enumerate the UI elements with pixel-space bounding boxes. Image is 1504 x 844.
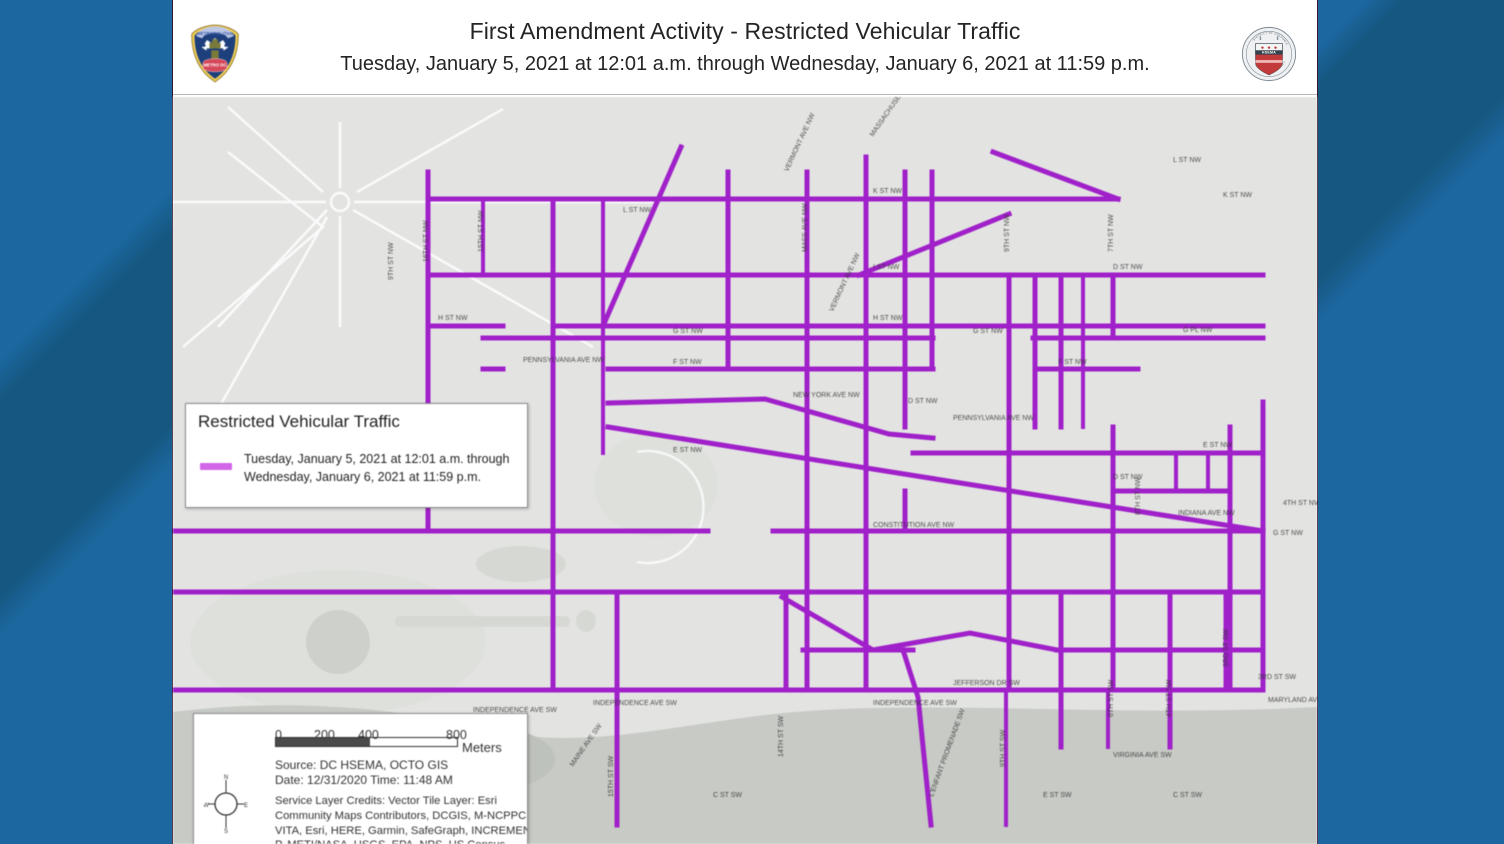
- svg-text:3RD ST SW: 3RD ST SW: [1258, 674, 1296, 681]
- svg-text:N: N: [224, 775, 228, 781]
- svg-text:K ST NW: K ST NW: [1223, 192, 1252, 199]
- svg-text:JEFFERSON DR SW: JEFFERSON DR SW: [953, 680, 1020, 687]
- svg-text:E ST NW: E ST NW: [673, 447, 702, 454]
- svg-text:L ST NW: L ST NW: [1173, 157, 1201, 164]
- svg-text:E: E: [244, 803, 248, 809]
- svg-text:E ST SW: E ST SW: [1043, 792, 1072, 799]
- svg-text:C ST SW: C ST SW: [1173, 792, 1202, 799]
- svg-text:VIRGINIA AVE SW: VIRGINIA AVE SW: [1113, 752, 1172, 759]
- svg-text:INDEPENDENCE AVE SW: INDEPENDENCE AVE SW: [593, 700, 677, 707]
- svg-text:W: W: [204, 803, 209, 809]
- svg-text:INDEPENDENCE AVE SW: INDEPENDENCE AVE SW: [873, 700, 957, 707]
- svg-text:S: S: [224, 829, 228, 834]
- svg-text:4TH ST SW: 4TH ST SW: [1166, 679, 1173, 717]
- svg-text:4TH ST NW: 4TH ST NW: [1283, 500, 1317, 507]
- svg-text:16TH ST NW: 16TH ST NW: [423, 220, 430, 262]
- svg-text:D ST NW: D ST NW: [908, 398, 938, 405]
- svg-text:15TH ST NW: 15TH ST NW: [478, 210, 485, 252]
- svg-text:I ST NW: I ST NW: [873, 264, 900, 271]
- svg-text:MASS AVE NW: MASS AVE NW: [802, 203, 809, 252]
- svg-text:3RD ST SW: 3RD ST SW: [1223, 629, 1230, 667]
- svg-text:MARYLAND AVE SW: MARYLAND AVE SW: [1268, 697, 1317, 704]
- svg-text:K ST NW: K ST NW: [873, 188, 902, 195]
- svg-text:NEW YORK AVE NW: NEW YORK AVE NW: [793, 392, 860, 399]
- svg-text:PENNSYLVANIA AVE NW: PENNSYLVANIA AVE NW: [523, 357, 604, 364]
- svg-text:G PL NW: G PL NW: [1183, 327, 1213, 334]
- svg-text:INDIANA AVE NW: INDIANA AVE NW: [1178, 510, 1235, 517]
- svg-text:9TH ST NW: 9TH ST NW: [1004, 214, 1011, 252]
- svg-text:D ST NW: D ST NW: [1113, 474, 1143, 481]
- svg-text:14TH ST SW: 14TH ST SW: [778, 716, 785, 757]
- svg-text:L ST NW: L ST NW: [623, 207, 651, 214]
- svg-text:D ST NW: D ST NW: [1113, 264, 1143, 271]
- svg-text:G ST NW: G ST NW: [673, 328, 703, 335]
- svg-text:G ST NW: G ST NW: [973, 328, 1003, 335]
- svg-text:9TH ST SW: 9TH ST SW: [1000, 729, 1007, 767]
- svg-text:F ST NW: F ST NW: [673, 359, 702, 366]
- svg-text:E ST NW: E ST NW: [1203, 442, 1232, 449]
- svg-text:CONSTITUTION AVE NW: CONSTITUTION AVE NW: [873, 522, 955, 529]
- svg-text:15TH ST SW: 15TH ST SW: [608, 756, 615, 797]
- svg-text:H ST NW: H ST NW: [438, 315, 468, 322]
- svg-text:G ST NW: G ST NW: [1273, 530, 1303, 537]
- svg-text:8TH ST NW: 8TH ST NW: [1135, 477, 1142, 515]
- svg-text:9TH ST NW: 9TH ST NW: [388, 242, 395, 280]
- svg-text:7TH ST NW: 7TH ST NW: [1108, 214, 1115, 252]
- svg-text:6TH ST SW: 6TH ST SW: [1108, 679, 1115, 717]
- svg-text:F ST NW: F ST NW: [1058, 359, 1087, 366]
- svg-text:C ST SW: C ST SW: [713, 792, 742, 799]
- svg-text:PENNSYLVANIA AVE NW: PENNSYLVANIA AVE NW: [953, 415, 1034, 422]
- svg-text:H ST NW: H ST NW: [873, 315, 903, 322]
